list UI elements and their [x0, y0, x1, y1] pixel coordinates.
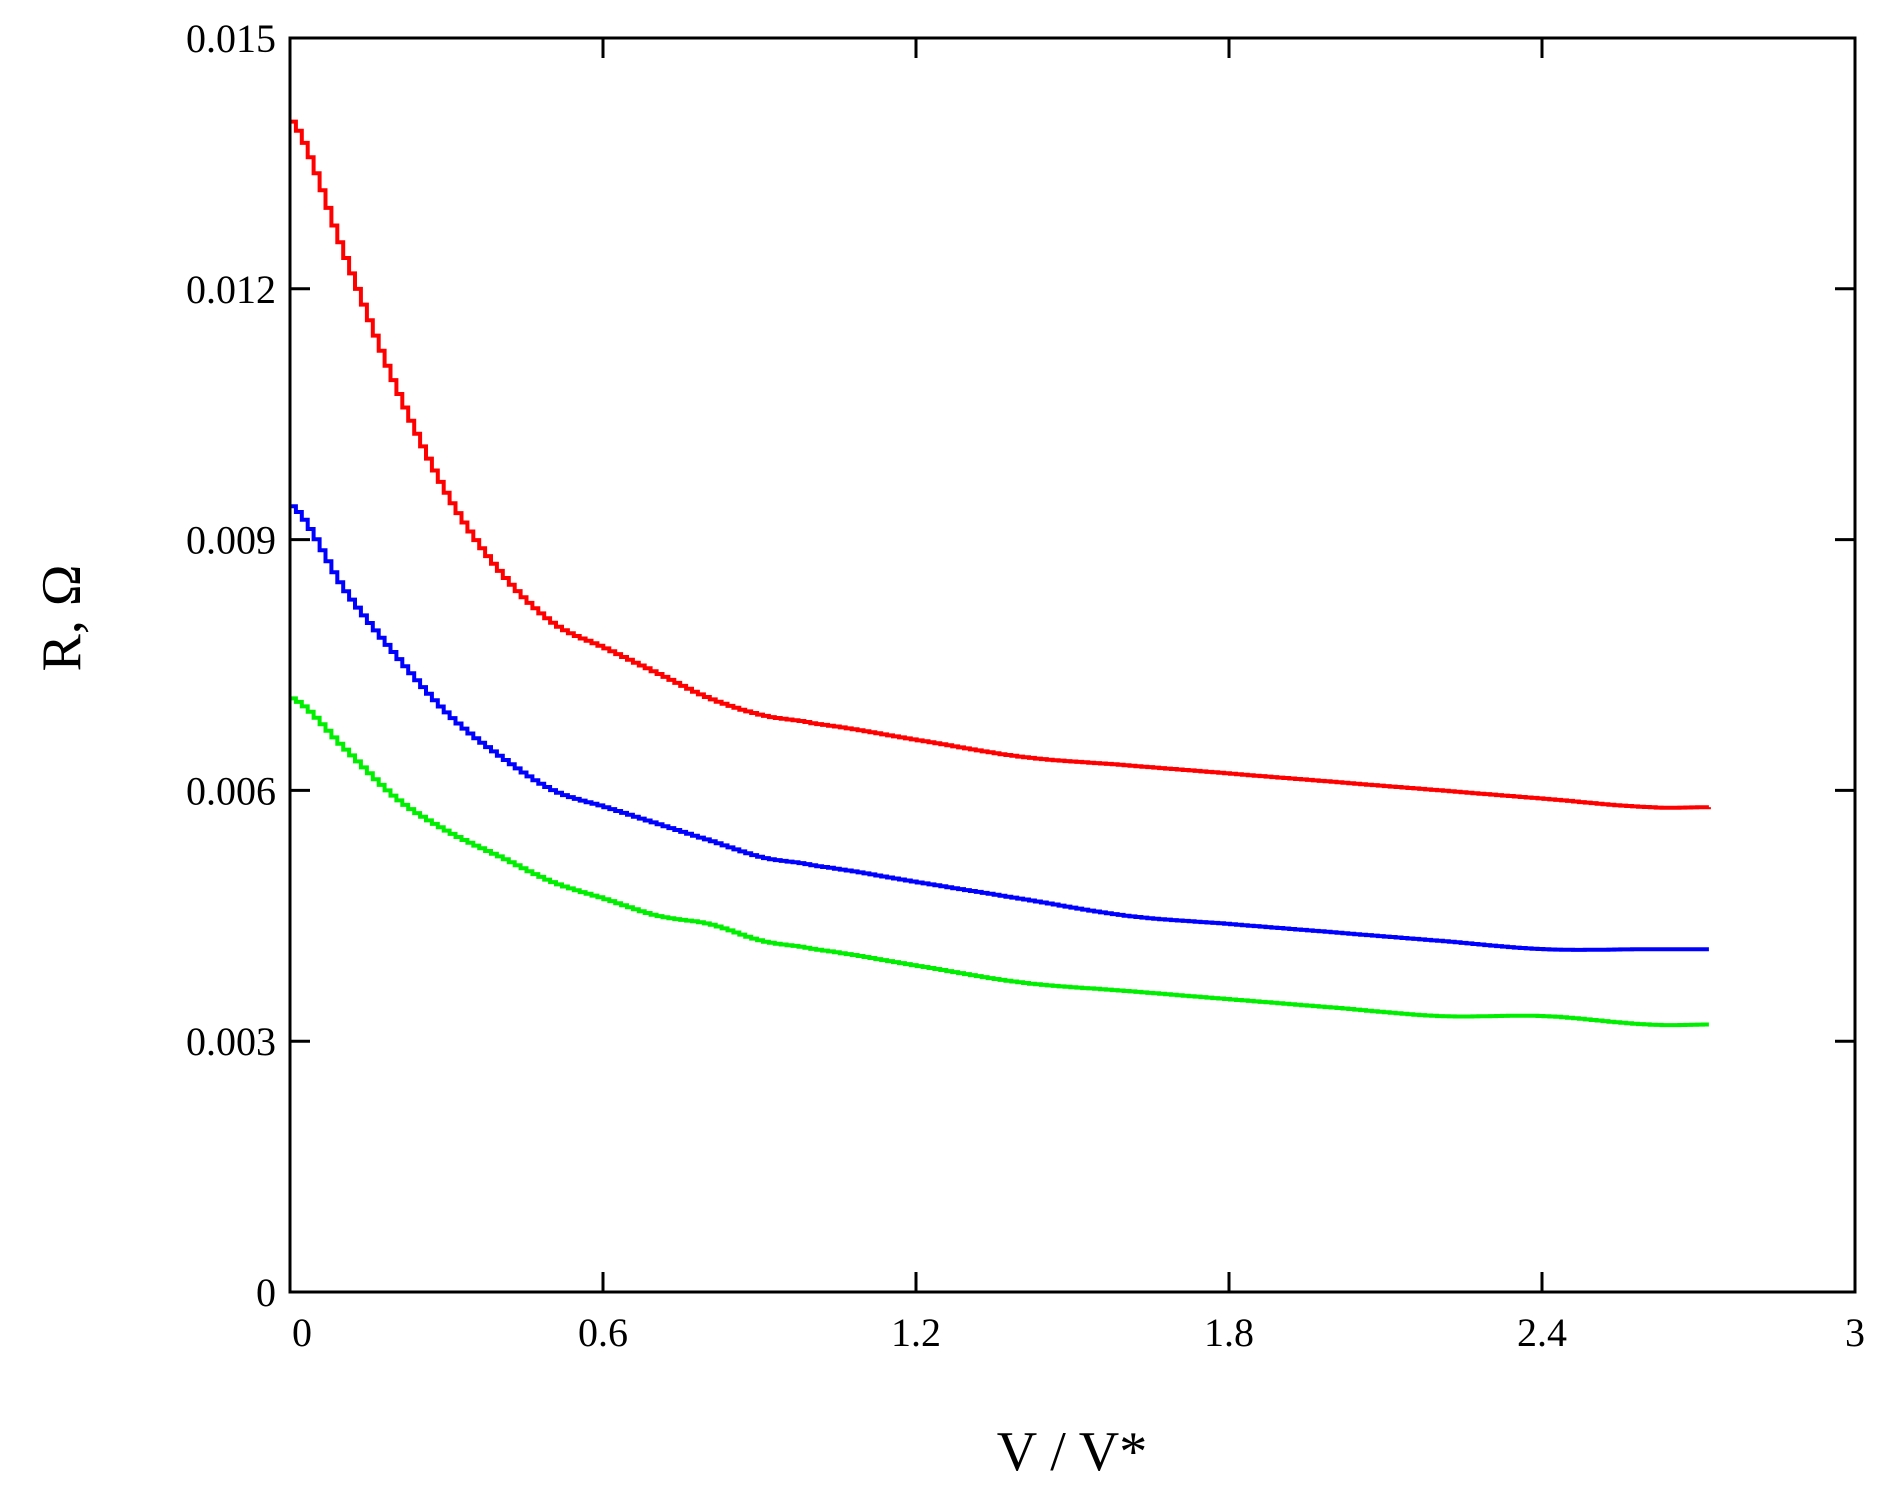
y-axis-label: R, Ω [31, 565, 93, 672]
x-axis-label: V / V* [997, 1421, 1147, 1483]
x-tick-label: 0.6 [578, 1310, 628, 1355]
y-tick-label: 0.003 [186, 1019, 276, 1064]
series-layer [290, 122, 1709, 1026]
y-tick-label: 0.015 [186, 16, 276, 61]
x-tick-label: 1.2 [891, 1310, 941, 1355]
x-tick-label: 0 [292, 1310, 312, 1355]
y-tick-label: 0.012 [186, 267, 276, 312]
x-tick-label: 1.8 [1204, 1310, 1254, 1355]
tick-layer: 0 0.6 1.2 1.8 2.4 3 0 0.003 0.006 0.009 0.012 0.015 [186, 16, 1865, 1355]
x-tick-label: 2.4 [1517, 1310, 1567, 1355]
plot-frame [290, 38, 1855, 1292]
series-line-1 [290, 122, 1709, 808]
series-line-3 [290, 698, 1709, 1025]
y-tick-label: 0.009 [186, 518, 276, 563]
x-tick-label: 3 [1845, 1310, 1865, 1355]
y-tick-label: 0 [256, 1270, 276, 1315]
y-tick-label: 0.006 [186, 768, 276, 813]
